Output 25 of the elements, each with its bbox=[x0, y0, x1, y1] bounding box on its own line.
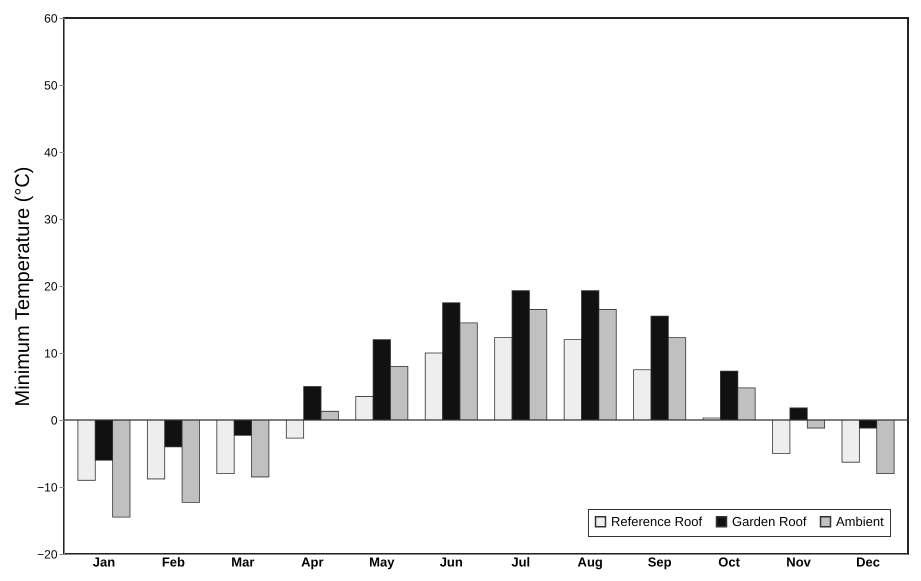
y-tick-label: 40 bbox=[44, 146, 58, 160]
y-tick-label: 60 bbox=[44, 12, 58, 26]
y-tick-label: 0 bbox=[50, 414, 58, 428]
x-tick-label: Jun bbox=[440, 554, 463, 570]
x-tick-label: Apr bbox=[301, 554, 324, 570]
x-tick-label: Aug bbox=[578, 554, 603, 570]
x-tick-label: Jan bbox=[92, 554, 116, 570]
y-tick-label: 30 bbox=[44, 212, 58, 226]
x-tick-label: Mar bbox=[231, 554, 254, 570]
x-tick-label: Jul bbox=[511, 554, 530, 570]
y-tick-label: 20 bbox=[44, 280, 58, 294]
y-axis-title: Minimum Temperature (°C) bbox=[12, 166, 34, 406]
x-tick-label: Oct bbox=[718, 554, 741, 570]
y-tick-label: −10 bbox=[37, 480, 58, 494]
x-tick-label: Feb bbox=[162, 554, 186, 570]
x-tick-label: Sep bbox=[648, 554, 672, 570]
legend-label: Ambient bbox=[836, 514, 884, 529]
x-tick-label: May bbox=[369, 554, 396, 570]
legend-label: Reference Roof bbox=[611, 514, 702, 529]
y-tick-label: 10 bbox=[44, 346, 58, 360]
x-tick-label: Nov bbox=[786, 554, 812, 570]
y-tick-label: −20 bbox=[37, 548, 58, 562]
y-tick-label: 50 bbox=[44, 78, 58, 92]
x-tick-label: Dec bbox=[856, 554, 880, 570]
legend-label: Garden Roof bbox=[732, 514, 807, 529]
